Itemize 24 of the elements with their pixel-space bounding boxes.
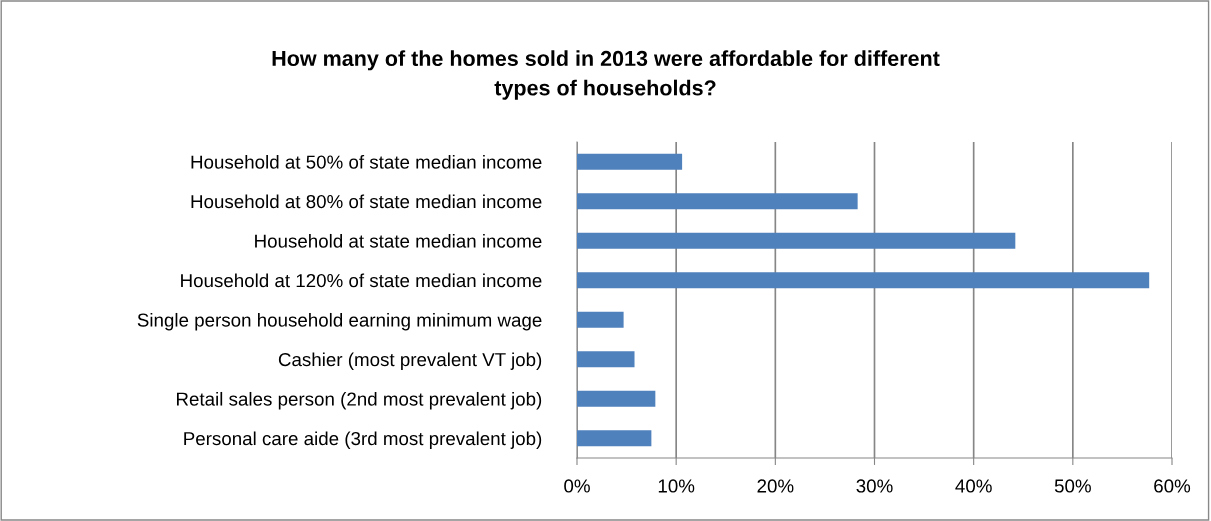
bar — [577, 351, 635, 368]
x-tick-label: 10% — [658, 479, 695, 493]
x-tick-label: 60% — [1154, 479, 1191, 493]
bar — [577, 232, 1016, 249]
bar — [577, 272, 1150, 289]
y-tick-label: Household at state median income — [255, 233, 542, 248]
y-tick-label: Single person household earning minimum wage — [137, 312, 542, 331]
x-tick-label: 30% — [856, 479, 893, 493]
y-tick-label: Household at 50% of state median income — [191, 154, 542, 169]
y-tick-label: Cashier (most prevalent VT job) — [278, 352, 542, 370]
bar — [577, 311, 624, 328]
x-tick-label: 50% — [1054, 479, 1091, 493]
bar — [577, 153, 683, 170]
y-tick-label: Household at 80% of state median income — [191, 194, 542, 209]
y-tick-label: Personal care aide (3rd most prevalent job) — [184, 431, 542, 449]
y-tick-label: Household at 120% of state median income — [181, 273, 542, 288]
x-tick-label: 40% — [955, 479, 992, 493]
bar — [577, 193, 858, 210]
y-tick-label: Retail sales person (2nd most prevalent job) — [176, 391, 542, 410]
bar — [577, 430, 652, 447]
bar — [577, 390, 656, 407]
x-tick-label: 0% — [564, 479, 590, 493]
chart-title: How many of the homes sold in 2013 were affordable for different types of households? — [272, 50, 940, 100]
x-tick-label: 20% — [757, 479, 794, 493]
